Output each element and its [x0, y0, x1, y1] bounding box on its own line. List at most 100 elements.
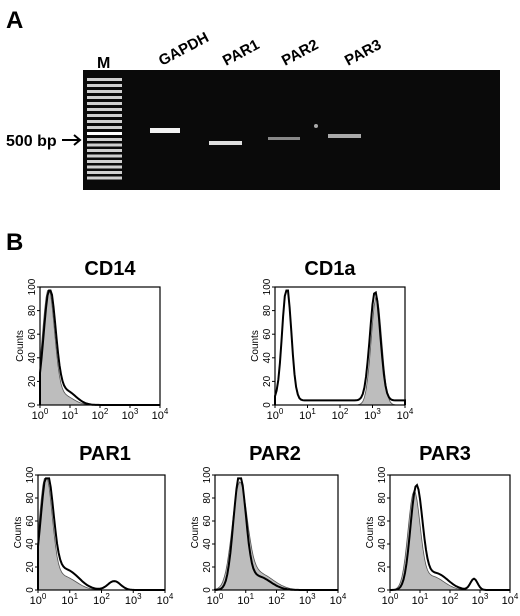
y-axis-label: Counts [15, 330, 26, 362]
tick-base: 10 [93, 595, 105, 607]
tick-base: 10 [412, 595, 424, 607]
x-tick-label: 102 [93, 592, 110, 607]
y-tick-label: 40 [25, 538, 36, 550]
x-tick-label: 102 [442, 592, 459, 607]
y-axis-label: Counts [190, 517, 201, 549]
ladder-band [87, 176, 122, 180]
x-tick-label: 104 [502, 592, 519, 607]
y-tick-label: 0 [377, 587, 388, 593]
y-tick-label: 80 [25, 492, 36, 504]
tick-exponent: 1 [74, 407, 79, 416]
ladder-band [87, 138, 122, 141]
tick-exponent: 4 [342, 592, 347, 601]
x-tick-label: 103 [364, 407, 381, 422]
x-tick-label: 104 [157, 592, 174, 607]
panel-label: B [6, 229, 23, 256]
y-tick-label: 60 [202, 515, 213, 527]
tick-exponent: 4 [164, 407, 169, 416]
y-tick-label: 80 [202, 492, 213, 504]
y-tick-label: 60 [25, 515, 36, 527]
ladder-band [87, 90, 122, 93]
tick-base: 10 [237, 595, 249, 607]
tick-exponent: 3 [134, 407, 139, 416]
tick-exponent: 2 [105, 592, 110, 601]
tick-exponent: 0 [279, 407, 284, 416]
plot-title: PAR1 [79, 443, 131, 465]
tick-base: 10 [125, 595, 137, 607]
ladder-band [87, 165, 122, 169]
isotype-histogram [214, 481, 338, 591]
tick-base: 10 [61, 595, 73, 607]
y-tick-label: 40 [377, 538, 388, 550]
tick-exponent: 1 [424, 592, 429, 601]
y-tick-label: 0 [262, 402, 273, 408]
band [328, 134, 361, 138]
tick-base: 10 [502, 595, 514, 607]
tick-base: 10 [30, 595, 42, 607]
tick-exponent: 1 [250, 592, 255, 601]
tick-base: 10 [397, 410, 409, 422]
ladder-band [87, 132, 122, 135]
y-tick-label: 20 [377, 561, 388, 573]
lane-label: GAPDH [156, 29, 212, 69]
y-tick-label: 40 [27, 352, 38, 364]
ladder-band [87, 84, 122, 87]
tick-exponent: 0 [42, 592, 47, 601]
y-tick-label: 0 [25, 587, 36, 593]
x-tick-label: 100 [207, 592, 224, 607]
tick-base: 10 [472, 595, 484, 607]
tick-exponent: 0 [219, 592, 224, 601]
y-tick-label: 100 [25, 466, 36, 483]
ladder-band [87, 154, 122, 158]
tick-base: 10 [157, 595, 169, 607]
tick-base: 10 [152, 410, 164, 422]
tick-exponent: 2 [104, 407, 109, 416]
y-axis-label: Counts [365, 517, 376, 549]
band [209, 141, 242, 145]
tick-base: 10 [62, 410, 74, 422]
ladder-band [87, 102, 122, 105]
x-tick-label: 103 [299, 592, 316, 607]
y-tick-label: 100 [262, 278, 273, 295]
y-tick-label: 100 [202, 466, 213, 483]
stain-histogram [274, 289, 406, 405]
x-tick-label: 102 [92, 407, 109, 422]
x-tick-label: 103 [122, 407, 139, 422]
y-axis-label: Counts [13, 517, 24, 549]
y-tick-label: 100 [27, 278, 38, 295]
x-tick-label: 102 [332, 407, 349, 422]
tick-base: 10 [442, 595, 454, 607]
x-tick-label: 100 [32, 407, 49, 422]
y-axis-label: Counts [250, 330, 261, 362]
x-tick-label: 102 [268, 592, 285, 607]
tick-base: 10 [364, 410, 376, 422]
x-tick-label: 101 [237, 592, 254, 607]
tick-exponent: 1 [311, 407, 316, 416]
y-tick-label: 0 [27, 402, 38, 408]
size-marker: 500 bp [6, 133, 57, 150]
arrow [62, 134, 82, 146]
tick-base: 10 [332, 410, 344, 422]
y-tick-label: 60 [262, 328, 273, 340]
tick-base: 10 [268, 595, 280, 607]
x-tick-label: 101 [412, 592, 429, 607]
tick-exponent: 3 [484, 592, 489, 601]
x-tick-label: 104 [330, 592, 347, 607]
panel-label: A [6, 7, 23, 34]
marker-label: M [97, 55, 110, 72]
y-tick-label: 60 [27, 328, 38, 340]
y-tick-label: 40 [202, 538, 213, 550]
y-tick-label: 20 [262, 375, 273, 387]
y-tick-label: 80 [262, 305, 273, 317]
tick-base: 10 [92, 410, 104, 422]
tick-base: 10 [207, 595, 219, 607]
tick-exponent: 4 [169, 592, 174, 601]
x-tick-label: 103 [125, 592, 142, 607]
plot-title: CD1a [304, 258, 356, 280]
tick-base: 10 [122, 410, 134, 422]
gel [83, 70, 500, 190]
plot-title: PAR2 [249, 443, 301, 465]
tick-exponent: 4 [514, 592, 519, 601]
